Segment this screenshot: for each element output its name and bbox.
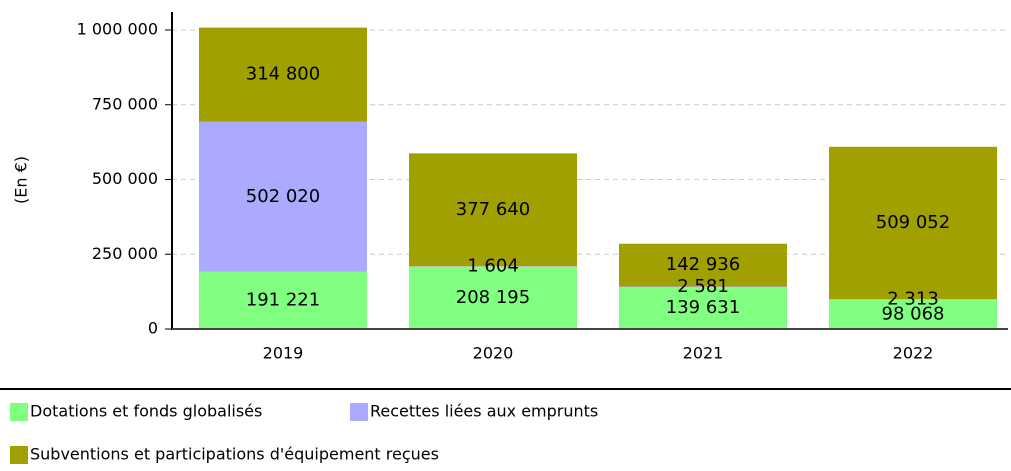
y-tick-label: 0 [148, 319, 158, 338]
bar-segment [199, 27, 367, 122]
bar-segment [619, 286, 787, 288]
bar-segment [829, 146, 997, 299]
value-label: 377 640 [456, 199, 530, 220]
legend-swatch [10, 446, 28, 464]
legend-swatch [350, 403, 368, 421]
value-label: 502 020 [246, 186, 320, 207]
legend-label: Recettes liées aux emprunts [370, 402, 598, 421]
y-axis-label: (En €) [12, 156, 31, 204]
legend-label: Subventions et participations d'équipeme… [30, 445, 439, 464]
value-label: 208 195 [456, 287, 530, 308]
value-label: 2 581 [677, 276, 729, 297]
x-tick-label: 2021 [683, 344, 724, 363]
value-label: 191 221 [246, 289, 320, 310]
bar-segment [199, 121, 367, 272]
x-tick-label: 2020 [473, 344, 514, 363]
y-tick-label: 250 000 [92, 244, 158, 263]
value-label: 2 313 [887, 288, 939, 309]
x-tick-label: 2022 [893, 344, 934, 363]
value-label: 314 800 [246, 64, 320, 85]
value-label: 139 631 [666, 297, 740, 318]
bar-segment [619, 243, 787, 287]
value-label: 1 604 [467, 256, 519, 277]
bar-segment [409, 266, 577, 329]
bar-segment [199, 271, 367, 329]
value-label: 142 936 [666, 254, 740, 275]
y-tick-label: 750 000 [92, 94, 158, 113]
legend-swatch [10, 403, 28, 421]
value-label: 509 052 [876, 212, 950, 233]
bar-segment [829, 298, 997, 300]
bar-segment [829, 299, 997, 329]
y-tick-label: 500 000 [92, 169, 158, 188]
y-tick-label: 1 000 000 [77, 20, 158, 39]
bar-segment [409, 153, 577, 267]
value-label: 98 068 [882, 303, 945, 324]
bar-segment [619, 287, 787, 329]
legend-label: Dotations et fonds globalisés [30, 402, 262, 421]
x-tick-label: 2019 [263, 344, 304, 363]
